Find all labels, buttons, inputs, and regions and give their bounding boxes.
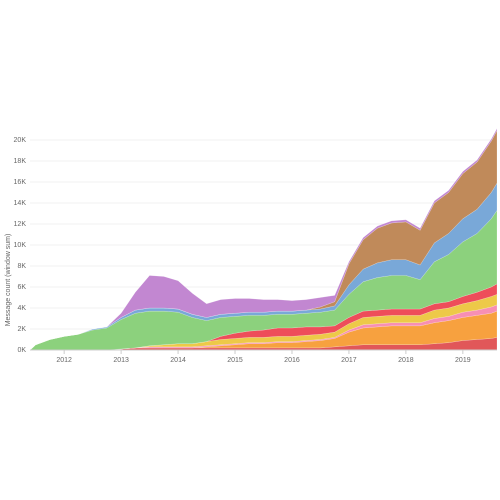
y-tick-label: 8K [17, 263, 26, 270]
y-tick-label: 0K [17, 347, 26, 354]
y-tick-label: 2K [17, 326, 26, 333]
x-tick-label: 2013 [113, 357, 129, 364]
y-tick-label: 16K [14, 179, 27, 186]
y-tick-label: 18K [14, 158, 27, 165]
x-tick-label: 2012 [56, 357, 72, 364]
y-tick-label: 4K [17, 305, 26, 312]
y-tick-label: 6K [17, 284, 26, 291]
x-tick-label: 2014 [170, 357, 186, 364]
x-tick-label: 2018 [398, 357, 414, 364]
x-tick-label: 2019 [455, 357, 471, 364]
y-axis-label: Message count (window sum) [5, 234, 12, 327]
y-tick-label: 12K [14, 221, 27, 228]
x-tick-label: 2016 [284, 357, 300, 364]
area [29, 128, 498, 351]
x-tick-label: 2015 [227, 357, 243, 364]
y-tick-label: 10K [14, 242, 27, 249]
y-tick-label: 14K [14, 200, 27, 207]
y-tick-label: 20K [14, 137, 27, 144]
x-tick-label: 2017 [341, 357, 357, 364]
